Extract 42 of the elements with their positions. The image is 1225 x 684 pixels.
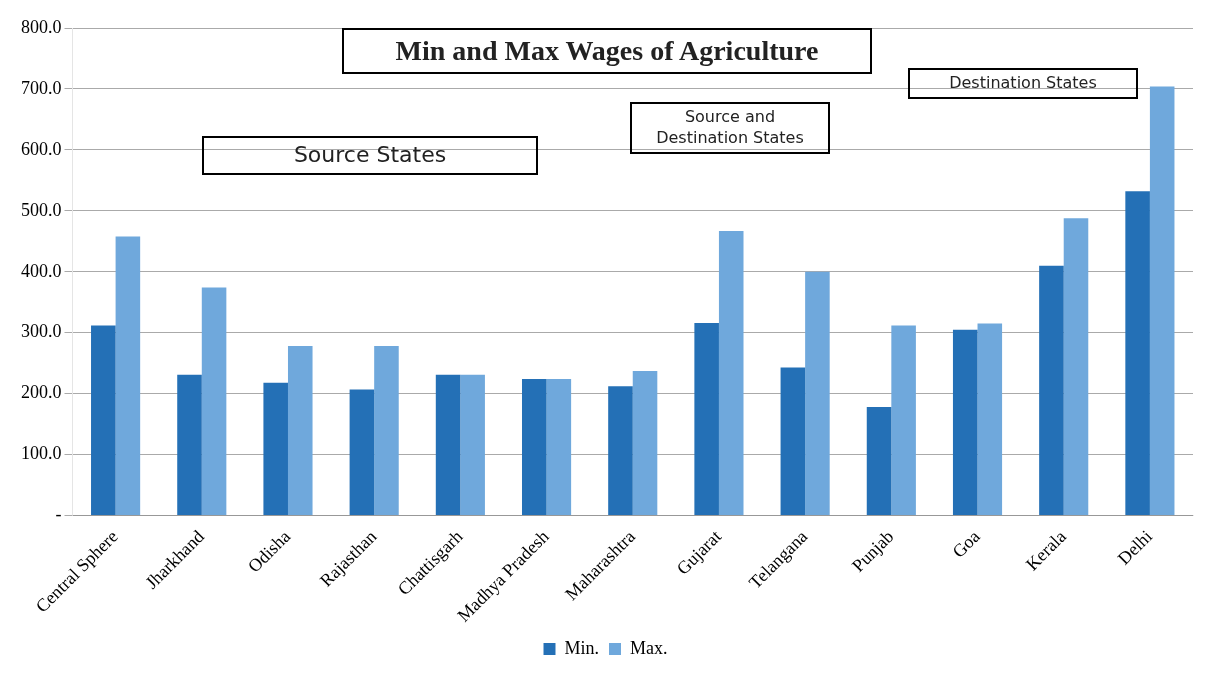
bar <box>866 407 892 516</box>
legend-label: Max. <box>630 637 668 658</box>
bar <box>115 236 141 516</box>
bar <box>780 367 806 516</box>
bar <box>1063 218 1089 516</box>
y-tick-label: 200.0 <box>21 382 62 403</box>
bar <box>546 379 572 516</box>
y-tick-label: 400.0 <box>21 260 62 281</box>
bar <box>435 374 461 516</box>
bar <box>201 287 227 516</box>
bar <box>177 374 202 516</box>
annotation: Source and Destination States <box>630 102 830 154</box>
bar <box>263 382 288 516</box>
y-tick-label: - <box>55 504 62 525</box>
bar <box>718 230 744 516</box>
bar <box>287 346 313 516</box>
bar <box>1149 86 1175 516</box>
bar <box>608 386 633 516</box>
y-tick-label: 800.0 <box>21 16 62 37</box>
annotation: Source States <box>202 136 538 175</box>
bar <box>1039 265 1064 516</box>
bar <box>805 271 830 516</box>
bar <box>460 374 485 516</box>
y-tick-label: 100.0 <box>21 443 62 464</box>
y-tick-label: 300.0 <box>21 321 62 342</box>
y-tick-label: 500.0 <box>21 199 62 220</box>
x-tick-label: Goa <box>948 526 984 562</box>
legend-label: Min. <box>564 637 600 658</box>
chart-title: Min and Max Wages of Agriculture <box>342 28 872 75</box>
y-tick-label: 600.0 <box>21 138 62 159</box>
bar <box>349 389 375 516</box>
bar <box>1125 191 1150 516</box>
y-tick-label: 700.0 <box>21 77 62 98</box>
bar <box>521 379 547 516</box>
annotation: Destination States <box>908 68 1138 99</box>
bar <box>694 322 719 516</box>
bar <box>632 371 658 516</box>
bar <box>91 325 116 516</box>
bar <box>977 323 1003 516</box>
bar <box>374 346 399 516</box>
bar <box>891 325 916 516</box>
bar <box>952 329 978 516</box>
